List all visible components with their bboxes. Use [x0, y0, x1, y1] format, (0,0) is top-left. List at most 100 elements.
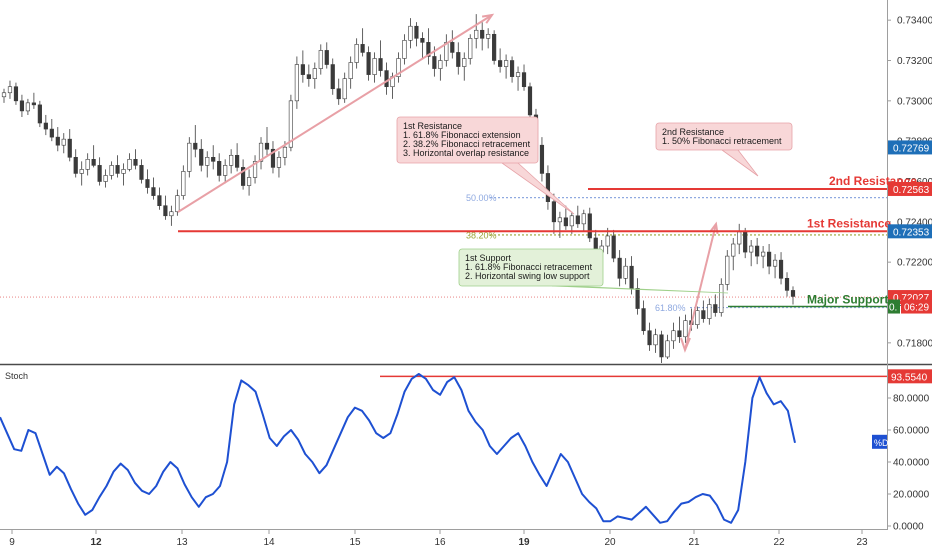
candle-body	[438, 60, 443, 69]
candle	[1, 88, 7, 103]
candle-body	[778, 259, 784, 279]
candle	[575, 205, 580, 228]
candle	[91, 145, 96, 168]
candle-body	[557, 217, 562, 223]
time-tick-label: 22	[773, 537, 785, 548]
candle	[246, 169, 252, 196]
candle-body	[336, 88, 341, 100]
candle-body	[569, 215, 574, 227]
candle	[515, 66, 521, 91]
candle-body	[623, 265, 628, 279]
candle	[7, 80, 13, 99]
candle	[85, 153, 90, 176]
annotation-title: 2nd Resistance	[662, 127, 724, 137]
annotation-box	[458, 248, 604, 287]
candle-body	[342, 78, 347, 100]
trend-arrow-head	[680, 337, 691, 353]
price-tag-text: 0.72563	[893, 185, 930, 196]
candle-body	[31, 102, 36, 106]
price-tag-text: 0.72769	[893, 143, 930, 154]
candle	[348, 56, 353, 89]
candle-body	[581, 213, 586, 225]
candle-body	[677, 330, 682, 338]
candle-body	[366, 52, 371, 75]
candle	[223, 159, 228, 184]
stoch-tick-label: 0.0000	[893, 522, 924, 533]
candle-body	[175, 195, 180, 213]
candle-body	[521, 72, 527, 88]
candle	[229, 149, 234, 174]
candle	[671, 322, 676, 349]
candle	[235, 143, 240, 172]
time-tick-label: 9	[9, 537, 15, 548]
candle	[772, 254, 778, 279]
candle	[43, 114, 48, 136]
candle-body	[480, 29, 485, 39]
candle-body	[653, 334, 658, 346]
annotation-line: 3. Horizontal overlap resistance	[403, 148, 529, 158]
annotation-box	[655, 122, 793, 151]
candle-body	[503, 60, 509, 67]
candle-body	[258, 142, 264, 162]
candle-body	[37, 104, 42, 124]
candle	[456, 42, 461, 75]
candle	[55, 127, 60, 152]
candle	[587, 207, 592, 242]
candle	[659, 330, 664, 363]
trend-arrow-line	[177, 14, 493, 213]
stoch-line	[0, 373, 796, 524]
candle-body	[743, 231, 748, 253]
candle-body	[695, 310, 700, 325]
candle-body	[73, 157, 78, 174]
candle	[199, 139, 204, 172]
candle-body	[139, 165, 144, 180]
candle-body	[294, 64, 299, 102]
candle	[103, 169, 108, 188]
candle-body	[318, 50, 323, 69]
candle	[169, 205, 174, 226]
price-tag-bg	[888, 224, 932, 239]
candle	[306, 64, 311, 87]
candle	[766, 244, 772, 275]
candle-body	[761, 251, 766, 257]
time-tick-label: 23	[856, 537, 868, 548]
candle	[252, 155, 258, 184]
annotation-line: 2. Horizontal swing low support	[465, 271, 590, 281]
candle	[683, 314, 688, 343]
price-tick-label: 0.73400	[897, 16, 932, 27]
candle-body	[229, 154, 234, 166]
candle	[73, 149, 78, 178]
candle	[641, 300, 646, 335]
price-tick-label: 0.73000	[897, 96, 932, 107]
candle-body	[288, 100, 294, 148]
candle-body	[103, 175, 108, 182]
candle	[778, 252, 784, 285]
candle	[492, 30, 497, 65]
candle	[264, 127, 270, 156]
trend-arrow-head	[481, 13, 495, 24]
stoch-d-tag-bg	[872, 434, 887, 449]
candle-body	[498, 60, 503, 67]
stoch-max-tag-text: 93.5540	[891, 372, 928, 383]
level-label: 1st Resistance	[807, 216, 891, 230]
time-tick-label: 21	[688, 537, 700, 548]
annotation-callout	[551, 285, 729, 294]
price-tag-bg	[888, 181, 932, 196]
candle-body	[749, 245, 754, 253]
candle	[713, 294, 718, 317]
candle	[19, 94, 25, 117]
candle-body	[211, 157, 216, 162]
candle	[342, 72, 347, 103]
candle-body	[725, 255, 730, 285]
candle-body	[127, 159, 132, 170]
candle-body	[474, 29, 479, 39]
candle	[366, 46, 371, 81]
candle	[420, 32, 425, 59]
candle	[563, 205, 568, 230]
candle	[115, 155, 120, 178]
candle-body	[133, 159, 138, 166]
candle	[408, 18, 413, 49]
